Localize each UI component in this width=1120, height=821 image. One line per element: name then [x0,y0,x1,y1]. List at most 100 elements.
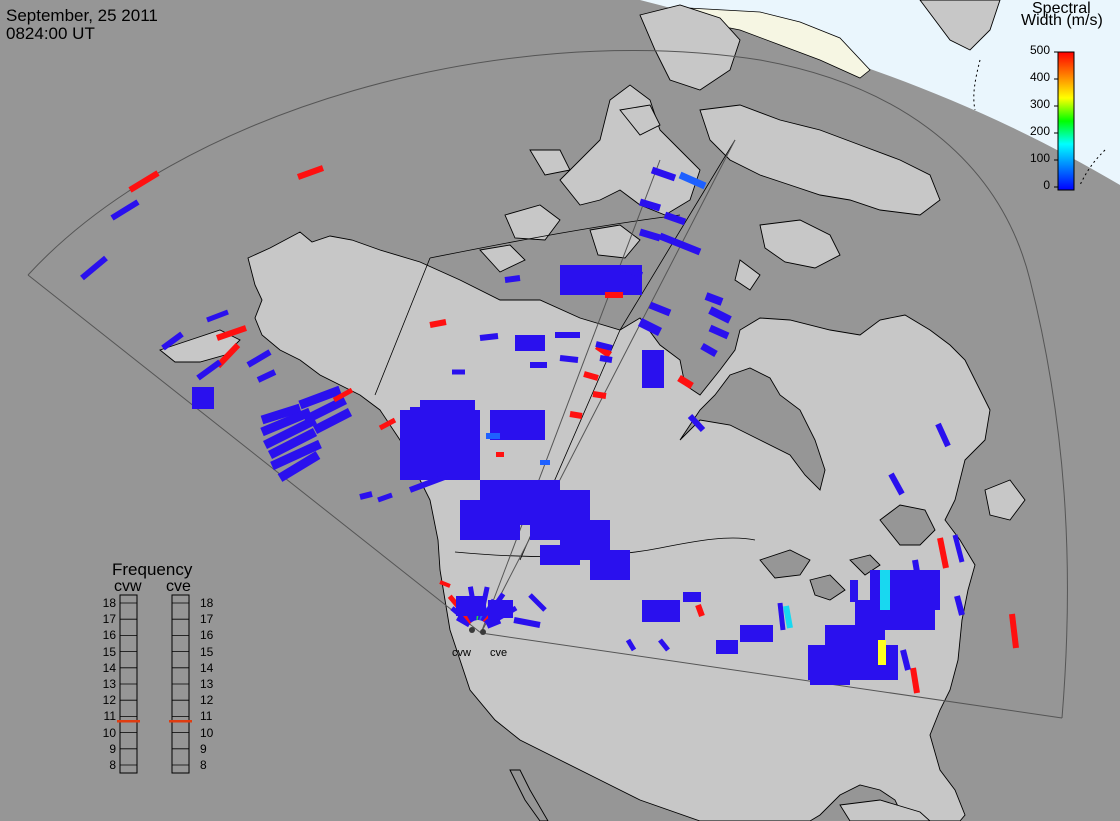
scatter-cell [850,580,858,602]
scatter-cell [216,325,247,341]
scatter-cell [246,349,272,368]
frequency-scale-label: 17 [102,612,116,627]
frequency-scale-label: 15 [102,644,116,659]
scatter-cell [513,617,541,628]
scatter-cell [267,427,318,460]
colorbar [1054,51,1075,191]
scatter-cell [486,433,500,439]
scatter-cell [400,410,480,480]
frequency-scale-label: 8 [109,758,116,772]
scatter-cell [677,375,694,389]
scatter-cell [952,534,965,563]
colorbar-tick: 0 [1043,178,1050,192]
scatter-cell [678,171,707,190]
scatter-cell [605,292,623,298]
frequency-scale-label: 13 [200,677,214,691]
scatter-cell [429,319,447,328]
frequency-scale-label: 18 [200,596,214,610]
scatter-cell [810,660,850,685]
site-marker-cve [480,629,486,635]
frequency-scale-label: 14 [200,660,214,675]
scatter-cell [910,667,920,694]
frequency-scale-label: 17 [200,612,214,627]
scatter-cell [900,649,911,671]
frequency-scale-label: 8 [200,758,207,772]
scatter-cell [583,371,599,381]
scatter-cell [1009,613,1019,649]
site-label-cvw: cvw [452,647,471,659]
scatter-cell [783,605,793,629]
colorbar-title-line1: Spectral [1032,0,1091,17]
scatter-cell [359,491,373,500]
frequency-scale-label: 12 [200,693,214,708]
frequency-scale-label: 12 [102,693,116,708]
scatter-cell [663,211,687,226]
colorbar-tick: 400 [1029,70,1050,84]
scatter-cell [650,166,677,182]
radar-sites [469,627,486,635]
frequency-panels [117,594,192,774]
scatter-cell [256,369,277,383]
scatter-cell [377,492,393,503]
scatter-cell [595,341,613,351]
scatter-cell [642,600,680,622]
scatter-cell [196,359,222,381]
scatter-cell [878,640,886,665]
scatter-cell [80,255,108,281]
scatter-cell [110,199,140,221]
frequency-scale-label: 9 [200,741,207,756]
frequency-scale-label: 13 [102,677,116,691]
colorbar-tick: 300 [1029,97,1050,111]
scatter-cell [888,472,905,496]
scatter-cell [540,545,580,565]
frequency-scale-label: 10 [200,725,214,740]
time-label: 0824:00 UT [6,24,95,43]
colorbar-gradient [1057,51,1075,191]
north-america-landmass [247,231,991,821]
scatter-cell [954,595,965,616]
scatter-cell [312,407,353,435]
scatter-cell [559,355,579,363]
scatter-cell [504,275,521,283]
site-marker-cvw [469,627,475,633]
scatter-cell [161,331,184,351]
scatter-cell [880,570,890,610]
scatter-cell [912,559,923,591]
frequency-scale-label: 9 [109,741,116,756]
scatter-cell [935,422,951,448]
scatter-cell [638,198,662,212]
scatter-cell [486,618,502,629]
scatter-cell [642,350,664,388]
scatter-cell [298,385,342,410]
scatter-cell [296,165,325,180]
scatter-cell [540,460,550,465]
colorbar-tick: 100 [1029,151,1050,165]
land-masses [159,0,1026,821]
scatter-cell [569,411,583,419]
scatter-cell [658,232,702,256]
scatter-cell [215,342,241,369]
scatter-cell [637,317,663,337]
scatter-cell [695,603,705,618]
scatter-cell [704,292,724,306]
scatter-cell [590,550,630,580]
scatter-cell [479,333,499,341]
scatter-cell [625,638,637,652]
frequency-scale-label: 11 [103,709,116,724]
scatter-cell [528,593,547,612]
scatter-cell [687,413,706,433]
scatter-cell [277,451,321,482]
scatter-cell [270,439,322,471]
scatter-cell [332,387,354,403]
scatter-cell [592,391,607,399]
scatter-cell [708,306,732,324]
scatter-cell [496,452,504,457]
scatter-cell [825,625,885,645]
scatter-cell [937,537,949,569]
scatter-cell [192,387,214,409]
field-of-view [27,50,1068,719]
scatter-cell [128,170,160,193]
frequency-radar-label-cve: cve [166,578,191,595]
scatter-cell [599,355,613,363]
scatter-cell [648,301,672,317]
